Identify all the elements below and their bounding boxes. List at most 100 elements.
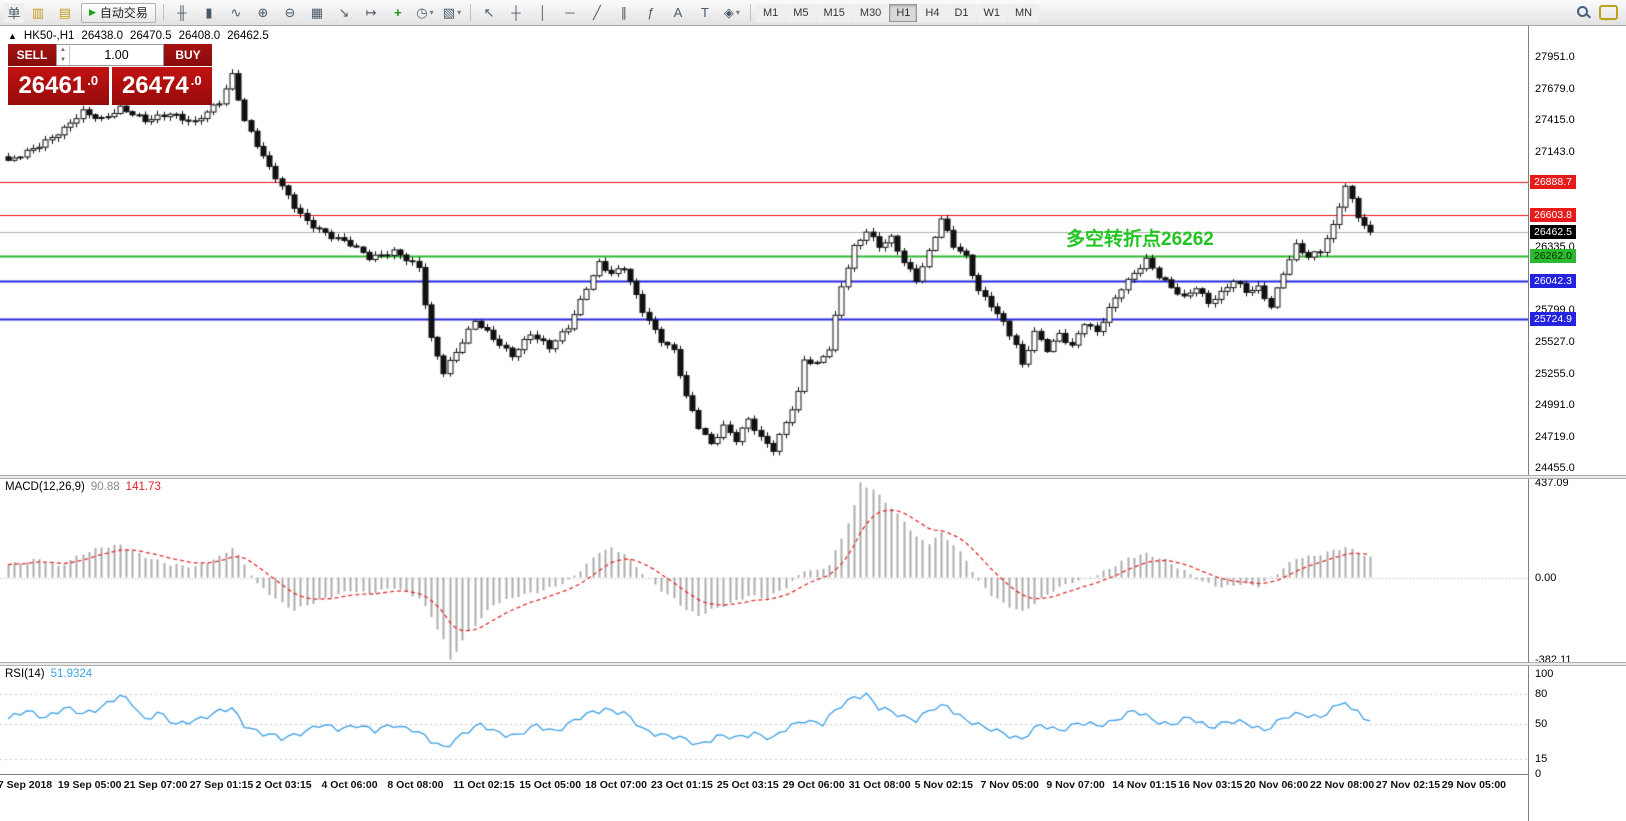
volume-increase-button[interactable]: ▲	[60, 47, 66, 53]
bar-open-value: 26438.0	[81, 30, 123, 42]
text-icon[interactable]: A	[673, 5, 683, 20]
rsi-axis-tick: 100	[1535, 668, 1554, 680]
panel-splitter[interactable]	[0, 475, 1626, 479]
time-axis-label: 20 Nov 06:00	[1244, 779, 1309, 791]
rsi-name: RSI(14)	[5, 668, 45, 680]
timeframe-h4[interactable]: H4	[918, 3, 947, 22]
price-line-label: 26888.7	[1530, 174, 1576, 189]
new-chart-icon[interactable]: ▥	[31, 4, 45, 20]
cursor-icon[interactable]: ↖	[483, 4, 495, 20]
time-axis-label: 27 Nov 02:15	[1375, 779, 1441, 791]
candlestick-chart-icon[interactable]: ▮	[205, 4, 213, 20]
one-click-panel-toggle[interactable]: ▲	[8, 31, 17, 41]
timeframe-m30[interactable]: M30	[852, 3, 889, 22]
horizontal-line-icon[interactable]: ─	[565, 5, 575, 20]
equidistant-channel-icon[interactable]: ∥	[620, 4, 628, 20]
sell-button[interactable]: SELL	[8, 44, 56, 66]
toolbar-separator	[749, 4, 751, 21]
auto-scroll-icon[interactable]: ↘	[338, 4, 350, 20]
price-line-label: 26042.3	[1530, 274, 1576, 289]
timeframe-m15[interactable]: M15	[816, 3, 852, 22]
buy-price-button[interactable]: 26474 .0	[111, 67, 212, 105]
timeframes-group: M1 M5 M15 M30 H1 H4 D1 W1 MN	[755, 3, 1040, 22]
arrows-icon[interactable]: ◈ ▾	[723, 4, 740, 20]
timeframe-mn[interactable]: MN	[1008, 3, 1040, 22]
price-tick: 25255.0	[1535, 367, 1575, 380]
timeframe-h1[interactable]: H1	[889, 3, 918, 22]
autotrading-label: 自动交易	[99, 6, 148, 20]
rsi-panel-canvas[interactable]	[0, 666, 1528, 774]
time-axis-label: 29 Oct 06:00	[782, 779, 845, 791]
macd-indicator-label: MACD(12,26,9) 90.88 141.73	[5, 481, 161, 493]
sell-price-button[interactable]: 26461 .0	[8, 67, 109, 105]
macd-panel-canvas[interactable]	[0, 479, 1528, 662]
price-tick: 27679.0	[1535, 83, 1575, 95]
chart-shift-icon[interactable]: ↦	[365, 4, 377, 20]
main-chart-canvas[interactable]	[0, 26, 1528, 475]
toolbar: 单 ▥ ▤ ▶ 自动交易 ╫ ▮ ∿ ⊕ ⊖ ▦ ↘ ↦ + ◷ ▾ ▧ ▾ ↖ ┼ │ ─ ╱ ∥ ƒ A T ◈ ▾ M…	[0, 0, 1626, 26]
volume-decrease-button[interactable]: ▼	[60, 57, 66, 63]
symbol-period-label: HK50-,H1	[23, 30, 75, 42]
time-axis-label: 29 Nov 05:00	[1441, 779, 1507, 791]
toolbar-right-group	[1576, 5, 1622, 21]
time-axis-label: 23 Oct 01:15	[651, 779, 713, 791]
time-axis-label: 17 Sep 2018	[0, 779, 53, 791]
time-axis-label: 21 Sep 07:00	[123, 779, 188, 791]
timeframe-m1[interactable]: M1	[755, 3, 786, 22]
volume-value[interactable]: 1.00	[104, 48, 129, 62]
bars-chart-icon[interactable]: ╫	[177, 5, 187, 20]
rsi-axis-tick: 15	[1535, 753, 1548, 765]
rsi-value: 51.9324	[50, 668, 93, 680]
search-icon[interactable]	[1576, 5, 1591, 20]
macd-axis-tick: 0.00	[1535, 571, 1557, 584]
time-axis-label: 11 Oct 02:15	[453, 779, 515, 791]
chevron-down-icon: ▾	[429, 8, 434, 17]
draw-tools-group: ↖ ┼ │ ─ ╱ ∥ ƒ A T ◈ ▾	[476, 2, 745, 24]
time-axis-label: 8 Oct 08:00	[387, 779, 444, 791]
time-axis-label: 22 Nov 08:00	[1310, 779, 1375, 791]
line-chart-icon[interactable]: ∿	[230, 4, 242, 20]
rsi-indicator-label: RSI(14) 51.9324	[5, 668, 92, 680]
rsi-axis-tick: 0	[1535, 768, 1542, 780]
symbol-header: ▲ HK50-,H1 26438.0 26470.5 26408.0 26462…	[8, 30, 269, 42]
price-axis[interactable]: 27951.0 27679.0 27415.0 27143.0 26335.0 25799…	[1528, 26, 1626, 821]
macd-name: MACD(12,26,9)	[5, 481, 85, 493]
rsi-axis-tick: 80	[1535, 688, 1548, 700]
chat-icon[interactable]	[1599, 5, 1618, 21]
time-axis-label: 25 Oct 03:15	[716, 779, 779, 791]
volume-input[interactable]: ▲ ▼ 1.00	[56, 44, 164, 66]
bar-high-value: 26470.5	[130, 30, 172, 42]
turning-point-annotation[interactable]: 多空转折点26262	[1066, 229, 1214, 250]
trendline-icon[interactable]: ╱	[593, 4, 601, 20]
new-order-button[interactable]: 单	[4, 2, 24, 23]
profiles-icon[interactable]: ▤	[58, 4, 72, 20]
macd-axis-tick: 437.09	[1535, 476, 1569, 489]
time-axis-label: 4 Oct 06:00	[321, 779, 378, 791]
indicators-icon[interactable]: +	[394, 5, 402, 20]
price-line-label: 26603.8	[1530, 208, 1576, 223]
time-axis-label: 7 Nov 05:00	[980, 779, 1039, 791]
zoom-in-icon[interactable]: ⊕	[257, 4, 269, 20]
timeframe-w1[interactable]: W1	[976, 3, 1007, 22]
time-axis-label: 5 Nov 02:15	[914, 779, 973, 791]
buy-button[interactable]: BUY	[164, 44, 212, 66]
tile-windows-icon[interactable]: ▦	[310, 4, 324, 20]
templates-icon[interactable]: ▧ ▾	[442, 4, 462, 20]
vertical-line-icon[interactable]: │	[538, 5, 547, 20]
buy-price-fraction: .0	[190, 72, 202, 88]
price-tick: 25527.0	[1535, 335, 1575, 348]
time-axis-label: 18 Oct 07:00	[585, 779, 647, 791]
text-label-icon[interactable]: T	[700, 5, 709, 20]
crosshair-icon[interactable]: ┼	[511, 5, 521, 20]
zoom-out-icon[interactable]: ⊖	[284, 4, 296, 20]
periods-icon[interactable]: ◷ ▾	[416, 4, 434, 20]
autotrading-button[interactable]: ▶ 自动交易	[81, 2, 156, 23]
timeframe-d1[interactable]: D1	[947, 3, 976, 22]
bar-low-value: 26408.0	[178, 30, 221, 42]
timeframe-m5[interactable]: M5	[786, 3, 816, 22]
toolbar-separator	[162, 4, 164, 21]
panel-splitter[interactable]	[0, 662, 1626, 666]
fibonacci-icon[interactable]: ƒ	[647, 5, 655, 20]
price-line-label: 25724.9	[1530, 311, 1576, 326]
